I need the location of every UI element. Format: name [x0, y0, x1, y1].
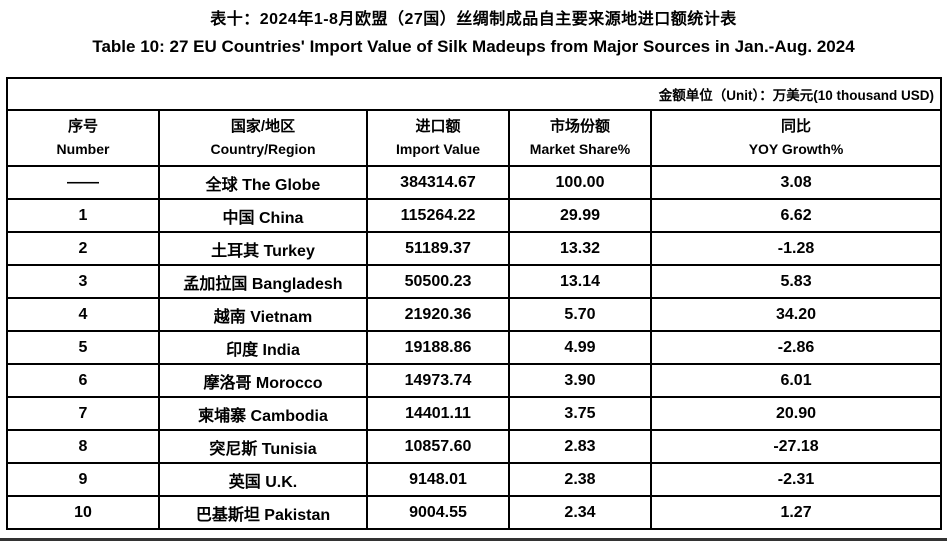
- table-row: 3 孟加拉国 Bangladesh 50500.23 13.14 5.83: [6, 264, 943, 299]
- column-header-yoy-growth-en: YOY Growth%: [748, 141, 844, 157]
- cell-import-value: 9004.55: [366, 495, 510, 530]
- cell-country: 摩洛哥 Morocco: [158, 363, 368, 398]
- cell-yoy-growth: 3.08: [649, 165, 943, 200]
- table-row: 6 摩洛哥 Morocco 14973.74 3.90 6.01: [6, 363, 943, 398]
- cell-country: 英国 U.K.: [158, 462, 368, 497]
- cell-country: 中国 China: [158, 198, 368, 233]
- cell-yoy-growth: 34.20: [649, 297, 943, 332]
- cell-yoy-growth: -27.18: [649, 429, 943, 464]
- title-block: 表十：2024年1-8月欧盟（27国）丝绸制成品自主要来源地进口额统计表 Tab…: [0, 8, 947, 60]
- table-row: 4 越南 Vietnam 21920.36 5.70 34.20: [6, 297, 943, 332]
- cell-country: 越南 Vietnam: [158, 297, 368, 332]
- cell-market-share: 100.00: [508, 165, 652, 200]
- cell-number: 8: [6, 429, 160, 464]
- cell-market-share: 4.99: [508, 330, 652, 365]
- column-header-number-en: Number: [56, 141, 110, 157]
- table-row: 2 土耳其 Turkey 51189.37 13.32 -1.28: [6, 231, 943, 266]
- cell-yoy-growth: -2.86: [649, 330, 943, 365]
- table-title-english: Table 10: 27 EU Countries' Import Value …: [92, 37, 855, 56]
- cell-number: 6: [6, 363, 160, 398]
- column-header-import-value-zh: 进口额: [415, 118, 461, 135]
- column-header-market-share-en: Market Share%: [529, 141, 631, 157]
- column-header-number-zh: 序号: [67, 118, 98, 135]
- cell-import-value: 21920.36: [366, 297, 510, 332]
- unit-note-row: 金额单位（Unit）：万美元(10 thousand USD): [5, 77, 943, 111]
- cell-number: 7: [6, 396, 160, 431]
- cell-market-share: 13.14: [508, 264, 652, 299]
- cell-number: 9: [6, 462, 160, 497]
- cell-country: 孟加拉国 Bangladesh: [158, 264, 368, 299]
- table-row: 9 英国 U.K. 9148.01 2.38 -2.31: [6, 462, 943, 497]
- column-header-country: 国家/地区 Country/Region: [158, 109, 368, 167]
- cell-yoy-growth: -2.31: [649, 462, 943, 497]
- cell-number: 4: [6, 297, 160, 332]
- cell-market-share: 5.70: [508, 297, 652, 332]
- column-header-market-share: 市场份额 Market Share%: [508, 109, 652, 167]
- table-row: 7 柬埔寨 Cambodia 14401.11 3.75 20.90: [6, 396, 943, 431]
- cell-number: ——: [6, 165, 160, 200]
- cell-import-value: 50500.23: [366, 264, 510, 299]
- import-value-table: 金额单位（Unit）：万美元(10 thousand USD) 序号 Numbe…: [5, 77, 943, 530]
- table-row: 8 突尼斯 Tunisia 10857.60 2.83 -27.18: [6, 429, 943, 464]
- table-row: 5 印度 India 19188.86 4.99 -2.86: [6, 330, 943, 365]
- cell-yoy-growth: 1.27: [649, 495, 943, 530]
- table-header-row: 序号 Number 国家/地区 Country/Region 进口额 Impor…: [6, 109, 943, 167]
- column-header-country-zh: 国家/地区: [230, 118, 296, 135]
- cell-yoy-growth: 5.83: [649, 264, 943, 299]
- cell-market-share: 13.32: [508, 231, 652, 266]
- table-row: —— 全球 The Globe 384314.67 100.00 3.08: [6, 165, 943, 200]
- cell-import-value: 10857.60: [366, 429, 510, 464]
- cell-yoy-growth: 20.90: [649, 396, 943, 431]
- cell-import-value: 115264.22: [366, 198, 510, 233]
- unit-note: 金额单位（Unit）：万美元(10 thousand USD): [5, 77, 943, 111]
- cell-number: 10: [6, 495, 160, 530]
- table-body: 金额单位（Unit）：万美元(10 thousand USD) 序号 Numbe…: [5, 77, 943, 530]
- column-header-yoy-growth: 同比 YOY Growth%: [649, 109, 943, 167]
- column-header-number: 序号 Number: [6, 109, 160, 167]
- cell-import-value: 384314.67: [366, 165, 510, 200]
- cell-market-share: 3.90: [508, 363, 652, 398]
- cell-number: 1: [6, 198, 160, 233]
- cell-yoy-growth: 6.01: [649, 363, 943, 398]
- column-header-country-en: Country/Region: [210, 141, 316, 157]
- cell-import-value: 51189.37: [366, 231, 510, 266]
- cell-market-share: 29.99: [508, 198, 652, 233]
- cell-market-share: 2.83: [508, 429, 652, 464]
- column-header-import-value: 进口额 Import Value: [366, 109, 510, 167]
- next-table-top-border: [0, 538, 947, 541]
- cell-import-value: 14973.74: [366, 363, 510, 398]
- cell-number: 5: [6, 330, 160, 365]
- column-header-yoy-growth-zh: 同比: [781, 118, 812, 135]
- cell-country: 印度 India: [158, 330, 368, 365]
- cell-number: 2: [6, 231, 160, 266]
- cell-yoy-growth: -1.28: [649, 231, 943, 266]
- cell-country: 土耳其 Turkey: [158, 231, 368, 266]
- cell-import-value: 9148.01: [366, 462, 510, 497]
- cell-country: 突尼斯 Tunisia: [158, 429, 368, 464]
- cell-market-share: 2.38: [508, 462, 652, 497]
- cell-country: 巴基斯坦 Pakistan: [158, 495, 368, 530]
- cell-number: 3: [6, 264, 160, 299]
- cell-import-value: 14401.11: [366, 396, 510, 431]
- cell-country: 柬埔寨 Cambodia: [158, 396, 368, 431]
- column-header-import-value-en: Import Value: [395, 141, 481, 157]
- table-row: 10 巴基斯坦 Pakistan 9004.55 2.34 1.27: [6, 495, 943, 530]
- cell-yoy-growth: 6.62: [649, 198, 943, 233]
- cell-country: 全球 The Globe: [158, 165, 368, 200]
- column-header-market-share-zh: 市场份额: [549, 118, 610, 135]
- cell-market-share: 3.75: [508, 396, 652, 431]
- cell-import-value: 19188.86: [366, 330, 510, 365]
- table-row: 1 中国 China 115264.22 29.99 6.62: [6, 198, 943, 233]
- cell-market-share: 2.34: [508, 495, 652, 530]
- table-title-chinese: 表十：2024年1-8月欧盟（27国）丝绸制成品自主要来源地进口额统计表: [210, 11, 737, 28]
